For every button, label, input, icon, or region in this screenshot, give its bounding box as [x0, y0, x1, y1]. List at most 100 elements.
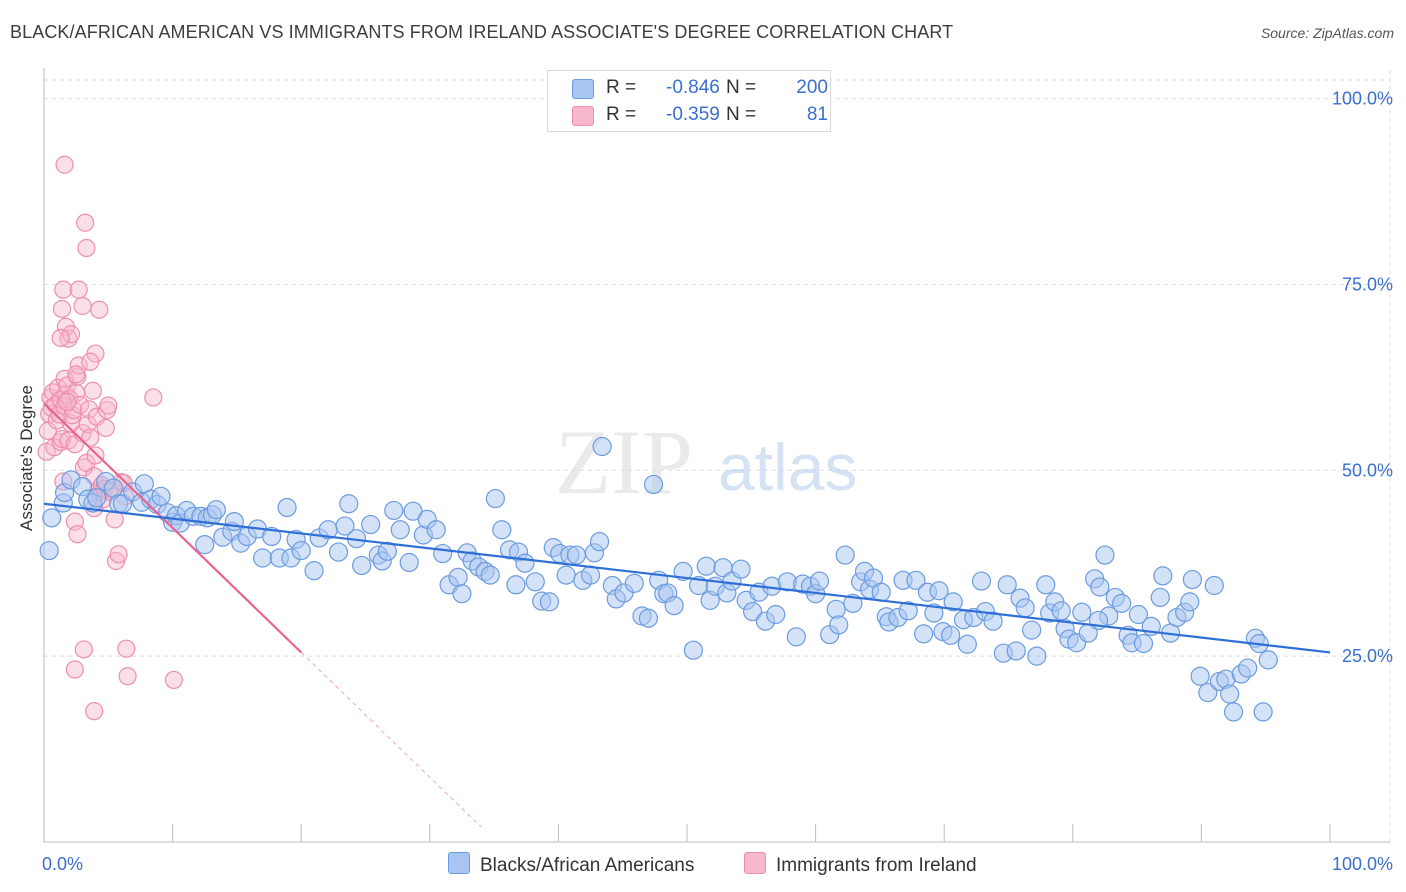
- blue-point: [957, 634, 977, 654]
- pink-point: [81, 352, 100, 371]
- blue-point: [971, 571, 992, 591]
- pink-point: [79, 400, 99, 419]
- blue-point: [206, 500, 226, 520]
- blue-point: [1133, 633, 1154, 654]
- pink-series: [37, 155, 183, 721]
- blue-point: [589, 532, 610, 552]
- blue-point: [871, 582, 891, 602]
- blue-point: [335, 516, 355, 536]
- blue-point: [426, 520, 446, 540]
- pink-point: [96, 418, 115, 438]
- pink-point: [65, 660, 84, 679]
- blue-point: [1182, 569, 1202, 590]
- blue-point: [452, 584, 472, 604]
- blue-point: [731, 559, 751, 579]
- pink-point: [55, 155, 74, 174]
- blue-point: [643, 474, 664, 495]
- pink-point: [67, 365, 86, 384]
- watermark-zip: ZIP: [555, 411, 693, 513]
- legend-n-value: 81: [806, 104, 828, 125]
- blue-point: [997, 575, 1017, 595]
- source-label: Source: ZipAtlas.com: [1260, 25, 1394, 41]
- blue-point: [943, 592, 963, 612]
- legend-r-value: -0.359: [666, 104, 720, 125]
- legend-box: R = -0.846 N = 200 R = -0.359 N = 81: [547, 70, 831, 132]
- tick-labels: 25.0% 50.0% 75.0% 100.0% 0.0% 100.0%: [42, 89, 1393, 874]
- legend-n-label: N =: [726, 77, 757, 98]
- legend-n-value: 200: [796, 77, 828, 98]
- blue-point: [624, 573, 644, 593]
- pink-point: [58, 392, 77, 411]
- pink-point: [54, 280, 73, 299]
- legend-r-label: R =: [606, 104, 637, 125]
- blue-point: [941, 625, 961, 645]
- blue-point: [556, 565, 576, 585]
- pink-point: [83, 381, 102, 400]
- blue-point: [253, 548, 273, 568]
- blue-point: [1027, 646, 1047, 666]
- y-tick-label: 100.0%: [1332, 89, 1393, 109]
- blue-point: [492, 520, 512, 540]
- blue-point: [384, 500, 404, 521]
- blue-point: [826, 599, 846, 619]
- pink-point: [52, 299, 72, 319]
- chart-title: BLACK/AFRICAN AMERICAN VS IMMIGRANTS FRO…: [10, 22, 954, 42]
- blue-point: [929, 581, 949, 601]
- blue-point: [262, 526, 282, 547]
- blue-point: [906, 570, 926, 590]
- blue-point: [448, 567, 468, 587]
- blue-point: [480, 565, 500, 585]
- blue-point: [1036, 575, 1056, 595]
- pink-point: [51, 432, 70, 452]
- pink-point: [69, 280, 88, 299]
- blue-point: [1095, 545, 1115, 565]
- x-tick-label: 0.0%: [42, 854, 83, 874]
- pink-point: [77, 238, 96, 258]
- blue-point: [1150, 587, 1170, 608]
- blue-point: [1153, 566, 1173, 586]
- blue-point: [291, 540, 311, 561]
- y-axis-label: Associate's Degree: [17, 385, 36, 531]
- blue-point: [87, 488, 107, 508]
- blue-point: [377, 541, 397, 561]
- blue-point: [580, 565, 601, 585]
- pink-point: [99, 396, 118, 415]
- pink-point: [76, 213, 95, 232]
- bottom-legend-swatch-blue: [448, 852, 470, 874]
- watermark-atlas: atlas: [718, 430, 857, 504]
- pink-point: [90, 300, 109, 319]
- blue-point: [390, 520, 410, 540]
- trend-lines: [43, 402, 1331, 828]
- blue-point: [1190, 666, 1210, 686]
- x-tick-label: 100.0%: [1332, 854, 1393, 874]
- blue-point: [1072, 602, 1092, 622]
- legend-n-label: N =: [726, 104, 757, 125]
- bottom-legend-pink: Immigrants from Ireland: [744, 852, 977, 877]
- blue-point: [683, 640, 704, 660]
- blue-point: [673, 561, 693, 581]
- blue-point: [786, 627, 806, 647]
- pink-point: [86, 446, 105, 465]
- blue-point: [592, 436, 612, 457]
- axes: [43, 68, 1390, 843]
- bottom-legend-blue: Blacks/African Americans: [448, 852, 694, 877]
- blue-point: [1128, 604, 1148, 625]
- blue-point: [924, 603, 944, 623]
- blue-point: [399, 552, 419, 573]
- pink-point: [73, 296, 92, 316]
- legend-swatch-blue: [572, 79, 594, 99]
- pink-point: [109, 545, 128, 564]
- blue-point: [1220, 684, 1240, 704]
- pink-trend-dashed: [300, 652, 482, 828]
- blue-point: [835, 545, 855, 565]
- blue-point: [742, 601, 763, 622]
- pink-point: [117, 639, 136, 658]
- blue-point: [1238, 658, 1258, 678]
- watermark: ZIP atlas: [555, 411, 857, 513]
- blue-point: [539, 592, 559, 612]
- blue-point: [983, 611, 1003, 631]
- blue-point: [277, 497, 297, 518]
- blue-point: [1006, 641, 1026, 661]
- pink-trend-line: [43, 402, 302, 654]
